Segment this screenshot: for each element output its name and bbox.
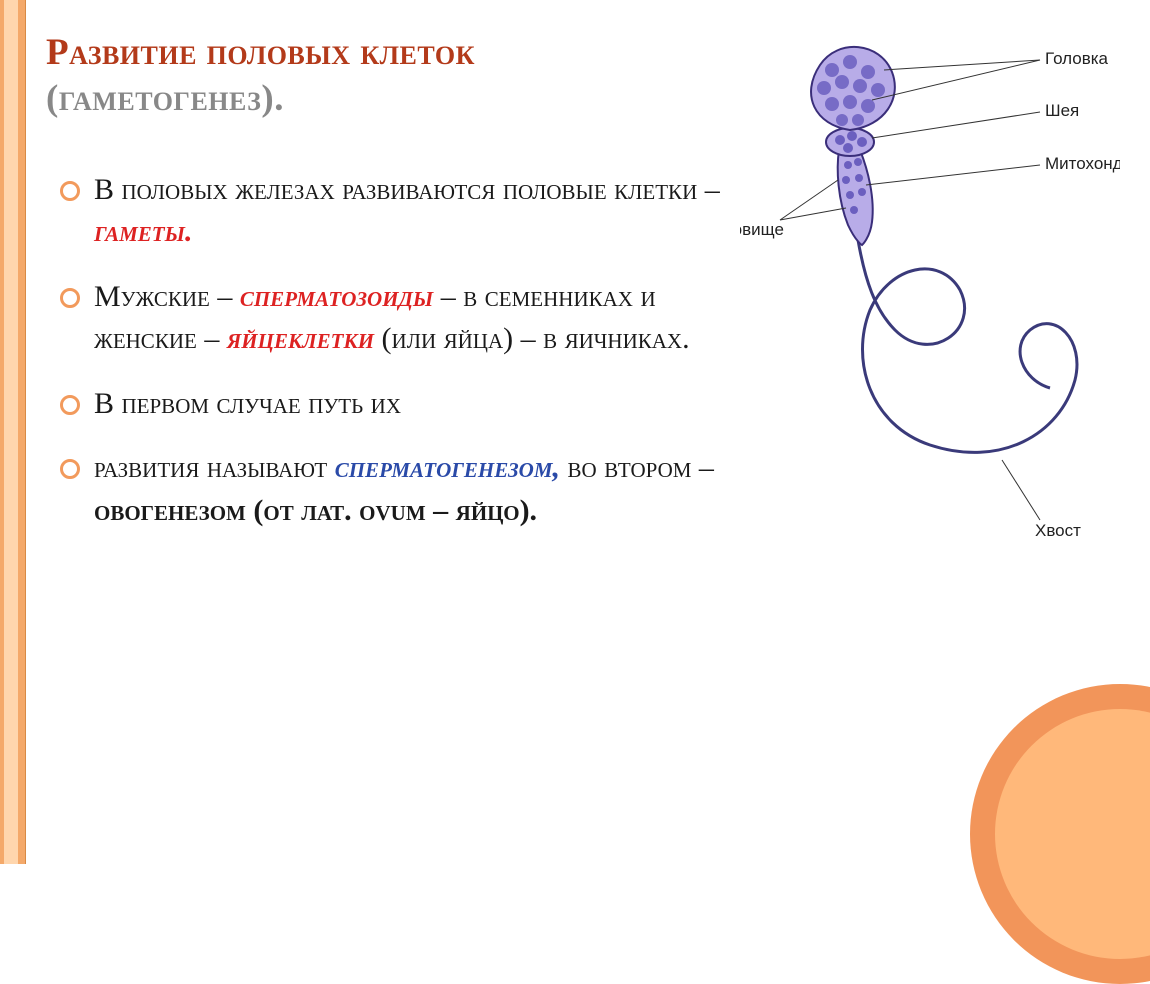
bullet-text-segment: овогенезом (от лат. ovum – яйцо).: [94, 494, 537, 527]
sperm-svg: Головка Шея Митохондрия Туловище Хвост: [740, 30, 1120, 590]
sperm-body: [838, 150, 873, 245]
bullet-item: Мужские – сперматозоиды – в семенниках и…: [54, 276, 726, 361]
bullet-text-segment: яйцеклетки: [227, 322, 374, 355]
title-main: Развитие половых клеток: [46, 32, 475, 73]
bullet-text-segment: гаметы.: [94, 215, 192, 248]
bullet-text-segment: (или яйца) – в яичниках.: [374, 322, 690, 355]
label-head: Головка: [1045, 49, 1109, 68]
slide-accent-bar-inner: [4, 0, 18, 864]
bullet-text-segment: развития называют: [94, 451, 335, 484]
bullet-item: развития называют сперматогенезом, во вт…: [54, 447, 726, 532]
bullet-text-segment: сперматогенезом,: [335, 451, 560, 484]
bullet-item: В первом случае путь их: [54, 383, 726, 426]
sperm-diagram: Головка Шея Митохондрия Туловище Хвост: [740, 30, 1120, 590]
label-tail: Хвост: [1035, 521, 1081, 540]
label-mito: Митохондрия: [1045, 154, 1120, 173]
title-sub: (гаметогенез).: [46, 78, 284, 119]
bullet-text-segment: сперматозоиды: [240, 280, 433, 313]
text-column: В половых железах развиваются половые кл…: [46, 169, 726, 555]
bullet-item: В половых железах развиваются половые кл…: [54, 169, 726, 254]
sperm-neck: [826, 128, 874, 156]
label-body: Туловище: [740, 220, 784, 239]
bullet-text-segment: В половых железах развиваются половые кл…: [94, 173, 720, 206]
slide-accent-bar: [0, 0, 26, 864]
label-neck: Шея: [1045, 101, 1079, 120]
sperm-tail: [858, 240, 1077, 452]
bullet-list: В половых железах развиваются половые кл…: [46, 169, 726, 533]
bullet-text-segment: во втором –: [560, 451, 714, 484]
bullet-text-segment: В первом случае путь их: [94, 387, 401, 420]
bullet-text-segment: Мужские –: [94, 280, 240, 313]
sperm-head: [811, 47, 895, 130]
